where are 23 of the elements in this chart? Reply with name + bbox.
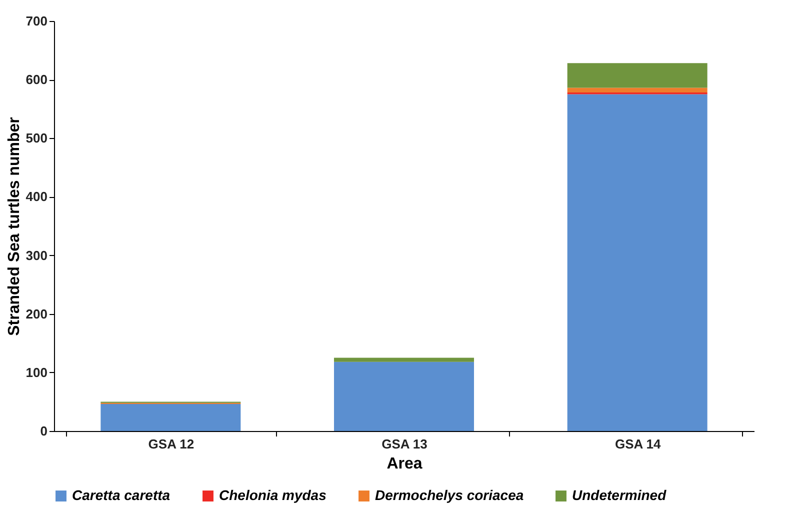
y-tick-label: 400 bbox=[26, 189, 48, 204]
bar bbox=[567, 94, 708, 431]
x-axis-title: Area bbox=[386, 456, 422, 472]
y-tick-label: 300 bbox=[26, 248, 48, 263]
bar bbox=[334, 358, 474, 362]
legend-label: Dermochelys coriacea bbox=[375, 487, 524, 503]
bar bbox=[567, 88, 708, 92]
x-tick-label: GSA 14 bbox=[614, 436, 662, 452]
legend-label: Undetermined bbox=[572, 487, 667, 503]
y-tick-label: 100 bbox=[26, 364, 48, 380]
x-tick-label: GSA 13 bbox=[382, 436, 428, 452]
y-tick-label: 600 bbox=[26, 72, 48, 88]
y-tick-label: 200 bbox=[26, 306, 48, 322]
y-tick-label: 0 bbox=[40, 424, 48, 438]
bar bbox=[567, 63, 708, 88]
bar bbox=[100, 404, 241, 431]
y-tick-label: 700 bbox=[26, 14, 48, 28]
legend-label: Caretta caretta bbox=[72, 487, 170, 503]
y-axis-title: Stranded Sea turtles number bbox=[6, 117, 23, 336]
y-tick-label: 500 bbox=[26, 130, 48, 146]
bar bbox=[334, 362, 474, 431]
x-tick-label: GSA 12 bbox=[148, 436, 194, 452]
legend-label: Chelonia mydas bbox=[219, 487, 327, 503]
